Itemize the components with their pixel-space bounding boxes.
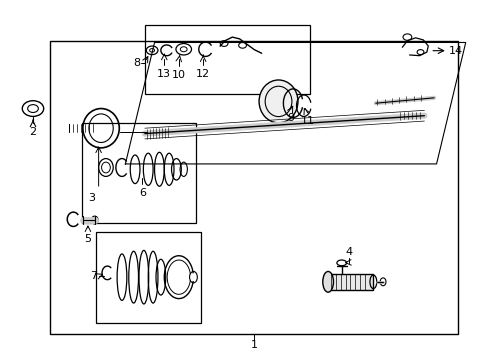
- Text: 10: 10: [171, 70, 185, 80]
- Text: 1: 1: [250, 340, 257, 350]
- Text: 12: 12: [196, 69, 210, 79]
- Bar: [96, 232, 201, 323]
- Bar: [50, 41, 458, 334]
- Bar: [81, 123, 196, 223]
- Text: 13: 13: [157, 69, 171, 79]
- Text: 11: 11: [300, 116, 314, 126]
- Text: 7: 7: [90, 271, 98, 281]
- Bar: [326, 274, 372, 290]
- Text: 5: 5: [84, 234, 91, 244]
- Text: 8: 8: [133, 58, 140, 68]
- Ellipse shape: [259, 80, 297, 123]
- Text: 3: 3: [88, 193, 95, 203]
- Text: 6: 6: [139, 188, 145, 198]
- Text: 2: 2: [29, 127, 37, 137]
- Text: 9: 9: [286, 113, 294, 123]
- Text: 4: 4: [345, 247, 352, 257]
- Bar: [144, 24, 309, 94]
- Ellipse shape: [322, 271, 333, 292]
- Text: 14: 14: [448, 46, 462, 56]
